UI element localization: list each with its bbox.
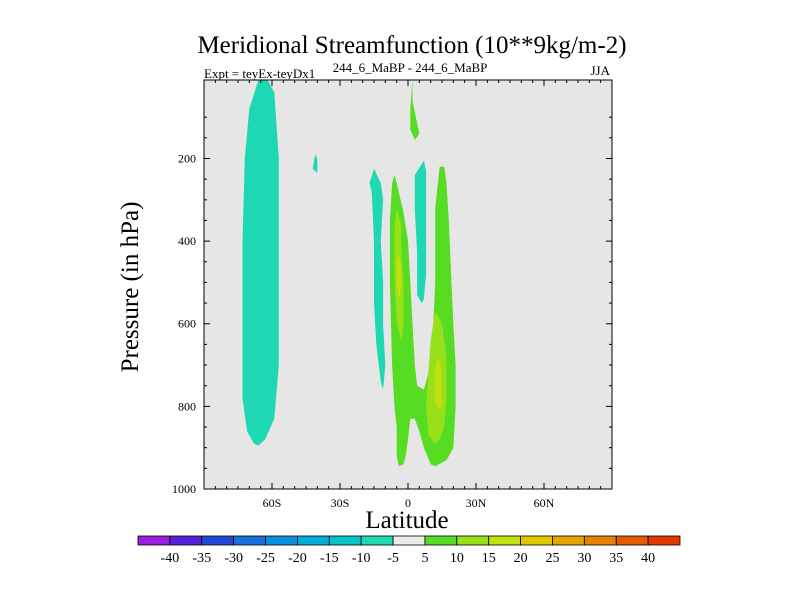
colorbar-label: -10 — [352, 551, 371, 566]
colorbar-label: -5 — [387, 551, 399, 566]
y-tick-label: 200 — [178, 151, 196, 165]
colorbar-label: -15 — [320, 551, 339, 566]
chart-subtitle-left: Expt = teyEx-teyDx1 — [204, 66, 315, 81]
colorbar-swatch — [647, 535, 681, 546]
colorbar-swatch — [169, 535, 203, 546]
contour-eq-max-south — [396, 253, 402, 299]
contour-regions — [242, 80, 456, 467]
axis-tick-labels: 60S 30S 0 30N 60N 200 400 600 800 1000 — [172, 151, 555, 510]
colorbar-label: -20 — [288, 551, 307, 566]
colorbar-swatch — [456, 535, 490, 546]
colorbar-label: -25 — [256, 551, 275, 566]
colorbar-label: 5 — [421, 551, 428, 566]
x-tick-label: 60N — [534, 496, 555, 510]
colorbar-swatch — [488, 535, 521, 546]
contour-tropical-cell-north — [414, 160, 427, 304]
colorbar-swatch — [297, 535, 330, 546]
x-tick-label: 0 — [405, 496, 411, 510]
colorbar-swatch — [265, 535, 298, 546]
x-tick-label: 60S — [263, 496, 282, 510]
colorbar-label: -40 — [161, 551, 180, 566]
chart-subtitle-right: JJA — [590, 63, 610, 78]
colorbar-labels: -40 -35 -30 -25 -20 -15 -10 -5 5 10 15 20 25 30 35 40 — [161, 551, 656, 566]
colorbar-label: -35 — [192, 551, 211, 566]
colorbar-label: -30 — [224, 551, 243, 566]
colorbar-swatch — [583, 535, 617, 546]
colorbar-label: 30 — [577, 551, 591, 566]
colorbar — [137, 535, 681, 546]
y-tick-label: 600 — [178, 317, 196, 331]
contour-small-cell-upper — [312, 154, 318, 173]
colorbar-swatch — [201, 535, 235, 546]
colorbar-swatch — [233, 535, 266, 546]
colorbar-swatch — [424, 535, 458, 546]
x-tick-label: 30S — [331, 496, 350, 510]
colorbar-label: 25 — [545, 551, 559, 566]
y-tick-label: 400 — [178, 234, 196, 248]
colorbar-swatch — [615, 535, 649, 546]
colorbar-label: 40 — [641, 551, 655, 566]
colorbar-label: 15 — [482, 551, 496, 566]
colorbar-swatch — [520, 535, 553, 546]
colorbar-label: 10 — [450, 551, 464, 566]
y-axis-title: Pressure (in hPa) — [117, 202, 144, 373]
colorbar-swatch — [392, 535, 426, 546]
axis-ticks — [203, 80, 613, 490]
colorbar-swatch — [328, 535, 362, 546]
chart-subtitle-center: 244_6_MaBP - 244_6_MaBP — [333, 60, 488, 75]
chart-title: Meridional Streamfunction (10**9kg/m-2) — [197, 32, 626, 59]
x-tick-label: 30N — [466, 496, 487, 510]
colorbar-swatch — [137, 535, 171, 546]
y-tick-label: 1000 — [172, 482, 196, 496]
y-tick-label: 800 — [178, 399, 196, 413]
contour-eq-max-north — [435, 356, 442, 411]
contour-eq-plume-top — [410, 80, 420, 140]
colorbar-swatch — [552, 535, 585, 546]
colorbar-label: 35 — [609, 551, 623, 566]
colorbar-swatch — [360, 535, 394, 546]
contour-tropical-cell-south — [369, 168, 386, 390]
colorbar-label: 20 — [514, 551, 528, 566]
x-axis-title: Latitude — [365, 507, 448, 534]
contour-southern-cell — [242, 80, 279, 446]
